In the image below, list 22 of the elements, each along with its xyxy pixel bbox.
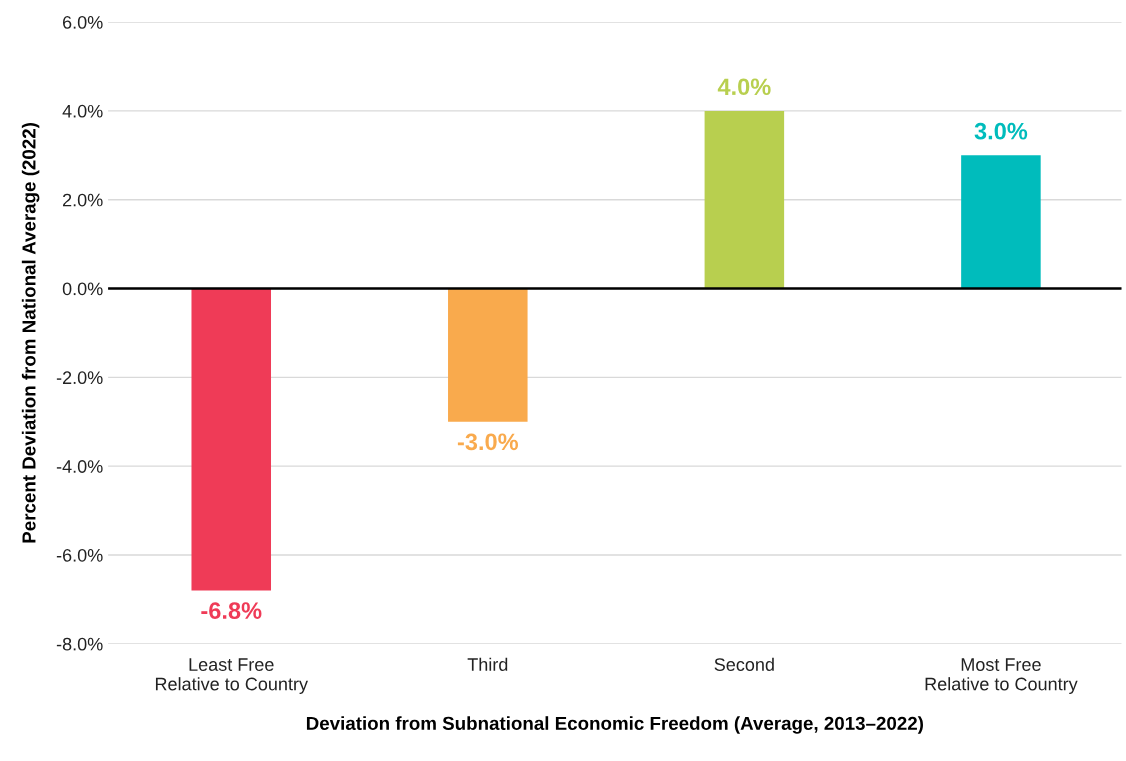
bar <box>961 155 1041 289</box>
data-label: 3.0% <box>974 122 1028 140</box>
x-tick-label: Second <box>714 657 774 671</box>
x-tick-label: Third <box>467 657 508 671</box>
y-tick-label: -4.0% <box>56 460 103 473</box>
y-tick-label: 2.0% <box>62 193 103 207</box>
bar <box>191 288 272 591</box>
data-label: 4.0% <box>717 78 771 96</box>
y-tick-label: -6.0% <box>56 548 103 562</box>
y-axis-title: Percent Deviation from National Average (2022) <box>21 123 40 543</box>
data-label: -3.0% <box>457 433 519 451</box>
bar <box>448 288 528 422</box>
x-tick-label: Most Free Relative to Country <box>925 658 1078 694</box>
y-tick-label: -8.0% <box>56 637 103 651</box>
y-tick-label: 4.0% <box>62 104 103 118</box>
y-tick-label: 0.0% <box>62 282 103 296</box>
x-tick-label: Least Free Relative to Country <box>155 658 308 694</box>
x-axis-title: Deviation from Subnational Economic Freedom (Average, 2013–2022) <box>306 716 923 734</box>
bar <box>704 110 785 289</box>
data-label: -6.8% <box>201 602 262 619</box>
y-tick-label: -2.0% <box>56 371 103 385</box>
y-tick-label: 6.0% <box>63 16 103 29</box>
